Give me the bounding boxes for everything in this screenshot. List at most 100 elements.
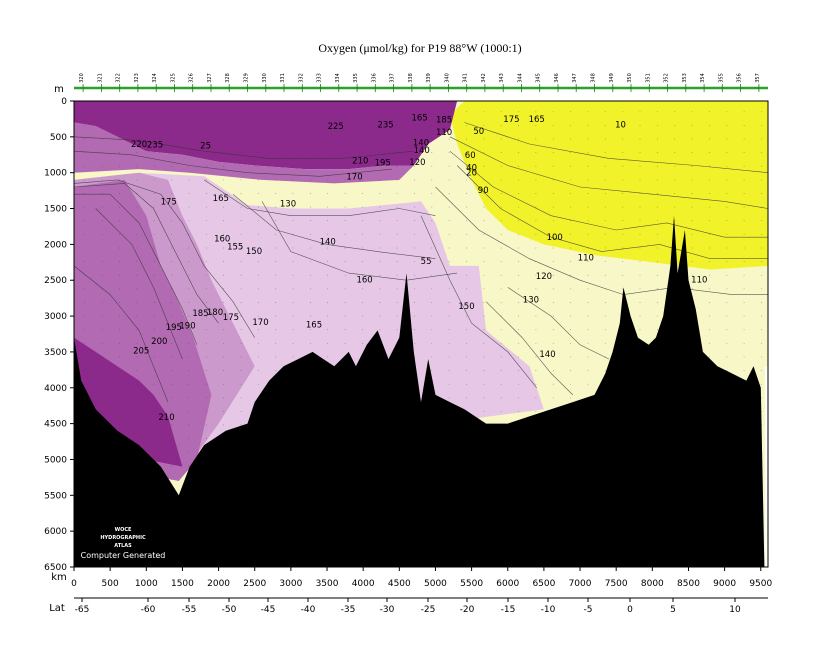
sample-dot	[500, 410, 502, 412]
sample-dot	[639, 288, 641, 290]
sample-dot	[361, 288, 363, 290]
station-label: 356	[737, 73, 743, 83]
sample-dot	[622, 247, 624, 249]
contour-line-0	[73, 179, 255, 338]
sample-dot	[708, 138, 710, 140]
sample-dot	[587, 370, 589, 372]
sample-dot	[327, 302, 329, 303]
sample-dot	[483, 261, 485, 263]
sample-dot	[101, 383, 103, 385]
sample-dot	[552, 193, 554, 194]
station-label: 343	[499, 73, 505, 83]
sample-dot	[414, 220, 415, 222]
y-tick-label: 0	[61, 97, 67, 107]
sample-dot	[396, 302, 398, 303]
sample-dot	[344, 111, 346, 113]
sample-dot	[379, 302, 381, 303]
sample-dot	[153, 342, 155, 344]
contour-label: 165	[306, 321, 322, 331]
x-tick-label: 7500	[605, 579, 628, 589]
sample-dot	[414, 302, 415, 303]
sample-dot	[101, 220, 103, 222]
sample-dot	[361, 342, 363, 344]
sample-dot	[119, 383, 120, 385]
sample-dot	[84, 302, 86, 303]
sample-dot	[708, 206, 710, 208]
sample-dot	[309, 206, 311, 208]
sample-dot	[448, 261, 450, 263]
sample-dot	[587, 124, 589, 126]
sample-dot	[84, 179, 86, 181]
station-label: 348	[591, 73, 597, 83]
sample-dot	[171, 465, 173, 467]
sample-dot	[136, 274, 138, 276]
sample-dot	[153, 111, 155, 113]
sample-dot	[344, 288, 346, 290]
sample-dot	[743, 179, 745, 181]
sample-dot	[223, 261, 225, 263]
sample-dot	[292, 124, 294, 126]
sample-dot	[587, 315, 589, 317]
sample-dot	[500, 315, 502, 317]
sample-dot	[639, 138, 641, 140]
x-tick-label: 2000	[207, 579, 230, 589]
contour-label: 50	[473, 127, 484, 137]
sample-dot	[500, 261, 502, 263]
sample-dot	[691, 193, 693, 194]
sample-dot	[344, 206, 346, 208]
sample-dot	[604, 315, 606, 317]
x-tick-label: 4500	[388, 579, 411, 589]
sample-dot	[622, 193, 624, 194]
sample-dot	[379, 261, 381, 263]
sample-dot	[691, 165, 693, 167]
sample-dot	[223, 179, 225, 181]
sample-dot	[708, 179, 710, 181]
sample-dot	[205, 220, 207, 222]
sample-dot	[119, 329, 120, 331]
sample-dot	[726, 193, 728, 194]
sample-dot	[604, 124, 606, 126]
sample-dot	[656, 220, 658, 222]
sample-dot	[743, 165, 745, 167]
sample-dot	[431, 124, 433, 126]
sample-dot	[726, 302, 728, 303]
sample-dot	[292, 356, 294, 358]
station-label: 331	[280, 73, 286, 83]
sample-dot	[153, 165, 155, 167]
sample-dot	[761, 397, 762, 399]
sample-dot	[691, 206, 693, 208]
sample-dot	[119, 424, 120, 426]
sample-dot	[119, 315, 120, 317]
sample-dot	[275, 138, 277, 140]
station-label: 355	[718, 73, 724, 83]
sample-dot	[171, 342, 173, 344]
sample-dot	[431, 179, 433, 181]
lat-axis-unit: Lat	[49, 603, 65, 614]
contour-label: 155	[227, 243, 243, 253]
sample-dot	[604, 274, 606, 276]
sample-dot	[466, 124, 467, 126]
sample-dot	[691, 261, 693, 263]
sample-dot	[639, 111, 641, 113]
sample-dot	[344, 179, 346, 181]
sample-dot	[205, 315, 207, 317]
contour-line-13	[464, 122, 769, 173]
sample-dot	[136, 193, 138, 194]
sample-dot	[292, 288, 294, 290]
sample-dot	[500, 179, 502, 181]
station-label: 353	[682, 73, 688, 83]
sample-dot	[708, 233, 710, 235]
sample-dot	[431, 288, 433, 290]
sample-dot	[518, 302, 520, 303]
sample-dot	[448, 138, 450, 140]
sample-dot	[188, 465, 190, 467]
sample-dot	[327, 261, 329, 263]
sample-dot	[292, 179, 294, 181]
sample-dot	[656, 193, 658, 194]
sample-dot	[292, 274, 294, 276]
sample-dot	[275, 356, 277, 358]
sample-dot	[84, 383, 86, 385]
sample-dot	[466, 193, 467, 194]
sample-dot	[414, 233, 415, 235]
x-tick-label: 1500	[171, 579, 194, 589]
